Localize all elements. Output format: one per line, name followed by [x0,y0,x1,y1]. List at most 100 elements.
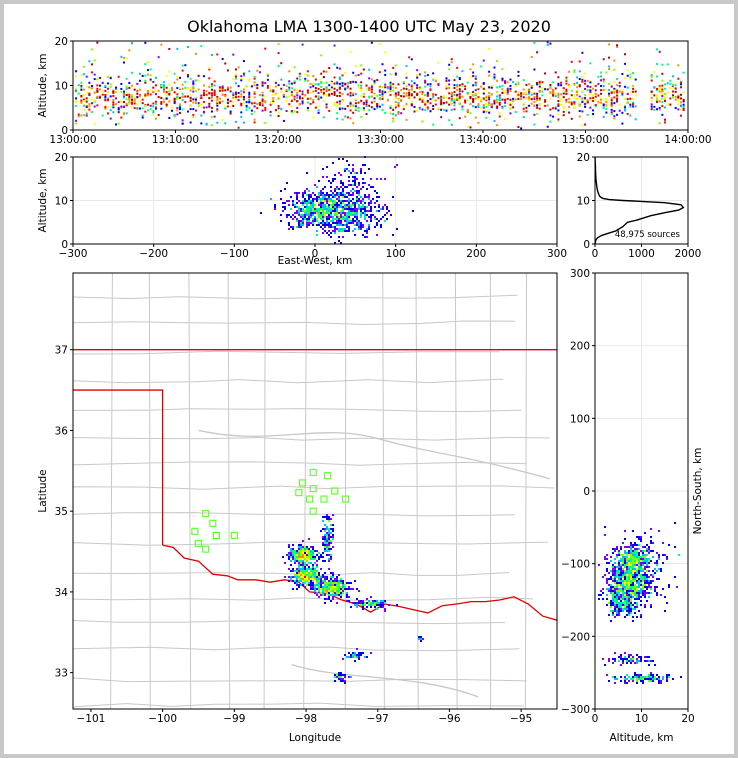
altitude-time-point [178,104,181,107]
ns-cell [628,660,630,662]
altitude-time-point [264,82,267,85]
map-cell [316,592,318,594]
altitude-time-point [210,99,213,102]
altitude-time-point [616,113,619,116]
altitude-time-point [306,97,309,100]
map-cell [338,592,340,594]
altitude-time-point [488,47,491,50]
altitude-time-point [149,93,152,96]
ew-cell [356,198,358,200]
altitude-time-point [496,86,499,89]
ns-cell [630,600,632,602]
altitude-time-point [448,79,451,82]
ns-cell [656,578,658,580]
ns-cell [628,602,630,604]
ns-cell [626,582,628,584]
altitude-time-point [656,63,659,66]
ew-cell [412,210,414,212]
altitude-time-point [202,89,205,92]
altitude-time-point [514,98,517,101]
ns-cell [638,598,640,600]
ew-cell [332,192,334,194]
altitude-time-point [256,87,259,90]
map-cell [326,578,328,580]
altitude-time-point [536,97,539,100]
map-cell [328,560,330,562]
altitude-time-point [586,99,589,102]
ew-cell [316,186,318,188]
ns-cell [636,582,638,584]
map-cell [312,570,314,572]
map-cell [358,602,360,604]
altitude-time-point [616,84,619,87]
map-cell [298,570,300,572]
ew-cell [322,210,324,212]
ew-cell [316,230,318,232]
map-cell [336,584,338,586]
map-cell [314,556,316,558]
altitude-time-point [480,65,483,68]
altitude-time-point [131,105,134,108]
ew-cell [352,198,354,200]
altitude-time-point [208,67,211,70]
map-cell [368,600,370,602]
altitude-time-point [96,90,99,93]
altitude-time-point [370,106,373,109]
ns-ytick-label: 0 [583,486,590,498]
map-cell [290,564,292,566]
map-cell [318,556,320,558]
ns-cell [662,676,664,678]
altitude-time-point [504,101,507,104]
altitude-time-point [112,101,115,104]
altitude-time-point [405,88,408,91]
altitude-time-point [157,89,160,92]
altitude-time-point [466,125,469,128]
ns-cell [624,604,626,606]
altitude-time-point [91,63,94,66]
altitude-time-point [216,97,219,100]
altitude-time-point [621,111,624,114]
map-cell [324,590,326,592]
altitude-time-point [181,122,184,125]
altitude-time-point [88,105,91,108]
altitude-time-point [490,93,493,96]
map-cell [324,528,326,530]
ns-cell [622,556,624,558]
altitude-time-point [288,80,291,83]
altitude-time-point [197,105,200,108]
ns-cell [620,558,622,560]
ew-cell [330,236,332,238]
altitude-time-point [83,98,86,101]
ns-cell [606,558,608,560]
ew-cell [348,212,350,214]
altitude-time-point [522,96,525,99]
altitude-time-point [360,84,363,87]
altitude-time-point [328,88,331,91]
altitude-time-point [589,98,592,101]
ns-cell [634,608,636,610]
altitude-time-point [160,97,163,100]
altitude-time-point [202,84,205,87]
ns-cell [636,580,638,582]
altitude-time-point [365,88,368,91]
ns-cell [646,600,648,602]
map-cell [312,574,314,576]
map-cell [324,586,326,588]
altitude-time-point [229,90,232,93]
ew-cell [368,224,370,226]
ew-cell [352,194,354,196]
map-cell [302,558,304,560]
altitude-time-point [565,78,568,81]
ew-cell [352,192,354,194]
ew-cell [334,226,336,228]
ns-cell [630,548,632,550]
ns-cell [626,568,628,570]
map-cell [324,602,326,604]
altitude-time-point [413,106,416,109]
map-cell [340,590,342,592]
map-cell [298,558,300,560]
map-cell [318,552,320,554]
ew-cell [364,194,366,196]
ew-cell [286,216,288,218]
ew-cell [334,202,336,204]
